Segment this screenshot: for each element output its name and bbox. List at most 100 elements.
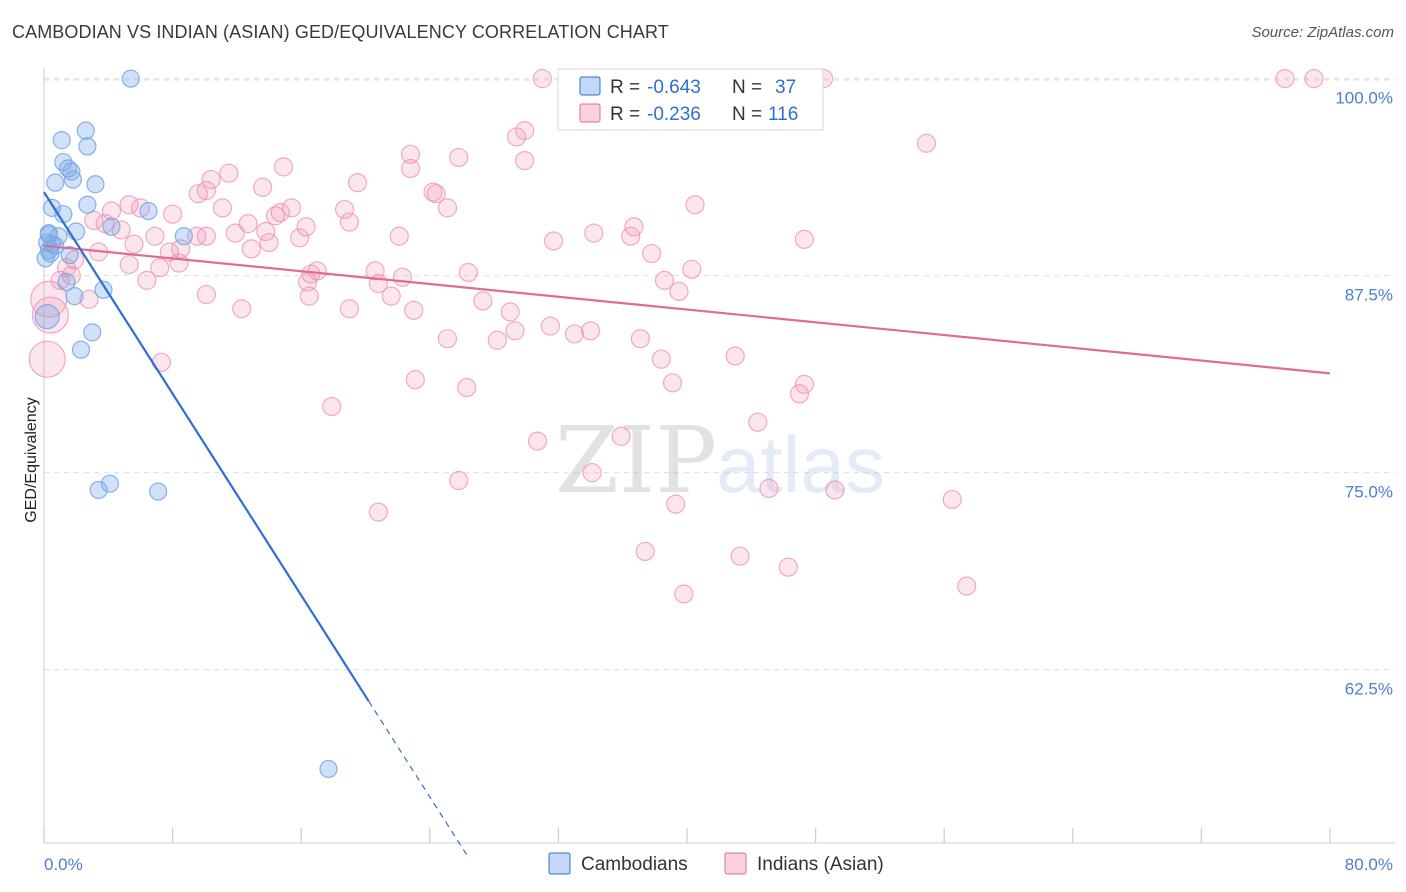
indian-point bbox=[426, 184, 446, 204]
indian-point bbox=[457, 377, 477, 398]
indian-point bbox=[582, 463, 602, 483]
cambodian-point bbox=[52, 131, 71, 150]
cambodian-point bbox=[46, 173, 65, 192]
indian-point bbox=[137, 270, 157, 290]
indian-point bbox=[232, 299, 252, 319]
y-tick-label: 100.0% bbox=[1335, 89, 1393, 108]
indian-point bbox=[28, 340, 66, 378]
indian-point bbox=[794, 374, 814, 394]
indian-point bbox=[635, 541, 655, 562]
legend-n-label-2: N = bbox=[732, 104, 762, 125]
indian-point bbox=[666, 494, 686, 514]
cambodian-point bbox=[34, 304, 60, 330]
y-tick-labels: 62.5% 75.0% 87.5% 100.0% bbox=[1335, 89, 1393, 699]
indian-point bbox=[273, 157, 294, 177]
indian-point bbox=[449, 147, 469, 168]
indian-point bbox=[662, 373, 683, 393]
indian-point bbox=[256, 221, 276, 242]
indian-point bbox=[505, 321, 525, 341]
cambodian-point bbox=[39, 225, 58, 244]
indian-point bbox=[778, 557, 798, 577]
chart-title: CAMBODIAN VS INDIAN (ASIAN) GED/EQUIVALE… bbox=[12, 22, 669, 42]
indian-point bbox=[400, 158, 421, 179]
indian-point bbox=[150, 258, 170, 278]
legend-n-value-1: 37 bbox=[775, 77, 796, 98]
indian-point bbox=[187, 226, 207, 246]
legend-n-value-2: 116 bbox=[768, 104, 798, 125]
cambodian-point bbox=[78, 195, 97, 214]
cambodian-point bbox=[63, 170, 83, 189]
indian-point bbox=[580, 321, 601, 341]
indian-point bbox=[1304, 69, 1324, 89]
indian-point bbox=[916, 133, 937, 153]
indian-point bbox=[270, 203, 290, 223]
indian-point bbox=[532, 69, 552, 89]
cambodian-point bbox=[71, 340, 91, 359]
indian-point bbox=[322, 396, 342, 417]
indian-point bbox=[473, 291, 493, 311]
cambodian-point bbox=[65, 287, 84, 306]
indian-point bbox=[84, 210, 104, 231]
indian-point bbox=[437, 329, 458, 349]
indian-point bbox=[423, 182, 443, 202]
indian-point bbox=[630, 329, 650, 349]
cambodian-point bbox=[94, 280, 113, 299]
indian-point bbox=[339, 212, 360, 232]
indian-point bbox=[789, 384, 810, 404]
x-tick-labels: 0.0% 80.0% bbox=[44, 855, 1393, 874]
indian-point bbox=[405, 370, 425, 390]
cambodian-trend-line bbox=[43, 191, 370, 702]
cambodian-point bbox=[174, 227, 193, 246]
indian-point bbox=[825, 480, 845, 500]
indian-point bbox=[225, 223, 245, 243]
indian-point bbox=[404, 300, 424, 320]
indian-point bbox=[101, 201, 122, 221]
indian-point bbox=[725, 346, 745, 366]
indian-point bbox=[365, 261, 385, 281]
indian-point bbox=[584, 223, 604, 243]
indian-point bbox=[124, 234, 144, 254]
x-tick-label: 0.0% bbox=[44, 855, 83, 874]
indian-point bbox=[564, 324, 585, 344]
cambodian-point bbox=[57, 272, 76, 292]
indian-point bbox=[299, 286, 319, 306]
indian-point bbox=[730, 546, 750, 566]
cambodian-point bbox=[86, 175, 105, 194]
cambodian-point bbox=[121, 69, 140, 88]
indian-point bbox=[347, 173, 368, 193]
indian-point bbox=[281, 198, 302, 218]
top-legend: R = -0.643 N = 37 R = -0.236 N = 116 bbox=[557, 68, 824, 131]
cambodian-point bbox=[89, 480, 108, 500]
indian-point bbox=[219, 163, 239, 183]
indian-point bbox=[238, 214, 258, 234]
bottom-legend-cambodians: Cambodians bbox=[581, 854, 688, 875]
indian-point bbox=[400, 144, 421, 164]
indian-point bbox=[296, 217, 316, 237]
indian-point bbox=[64, 250, 85, 270]
indian-point bbox=[241, 239, 261, 259]
indian-point bbox=[169, 253, 189, 273]
indian-point bbox=[458, 262, 478, 283]
indian-point bbox=[651, 349, 671, 369]
indian-point bbox=[159, 242, 179, 262]
indian-point bbox=[259, 232, 279, 253]
indian-point bbox=[151, 352, 171, 372]
bottom-legend-swatch-indians bbox=[724, 852, 747, 875]
indian-point bbox=[654, 270, 675, 290]
indian-trend-line bbox=[43, 244, 1331, 375]
indian-point bbox=[389, 226, 409, 246]
indian-point bbox=[759, 478, 779, 498]
legend-r-label-1: R = bbox=[610, 77, 640, 98]
y-axis-label: GED/Equivalency bbox=[23, 397, 40, 522]
axes bbox=[43, 68, 1395, 844]
watermark-atlas: atlas bbox=[716, 420, 885, 509]
indian-point bbox=[957, 576, 977, 596]
watermark-zip: ZIP bbox=[555, 407, 717, 514]
indian-point bbox=[942, 489, 962, 510]
bottom-legend-swatch-cambodians bbox=[548, 852, 571, 875]
indian-point bbox=[621, 226, 641, 246]
watermark: ZIP atlas bbox=[555, 407, 885, 514]
indian-point bbox=[449, 470, 469, 491]
legend-swatch-indians bbox=[579, 103, 601, 123]
